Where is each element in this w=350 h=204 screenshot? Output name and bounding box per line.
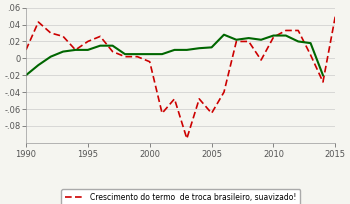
Crescimento do PIB brasileiro, média móvel	[98, 44, 102, 47]
Crescimento do PIB brasileiro, média móvel	[271, 34, 275, 37]
Crescimento do termo  de troca brasileiro, suavizado!	[222, 91, 226, 93]
Crescimento do termo  de troca brasileiro, suavizado!	[210, 112, 214, 114]
Crescimento do PIB brasileiro, média móvel	[284, 34, 288, 37]
Crescimento do PIB brasileiro, média móvel	[308, 42, 313, 44]
Crescimento do PIB brasileiro, média móvel	[321, 74, 325, 76]
Crescimento do termo  de troca brasileiro, suavizado!	[333, 15, 337, 17]
Crescimento do termo  de troca brasileiro, suavizado!	[98, 35, 102, 38]
Crescimento do PIB brasileiro, média móvel	[148, 53, 152, 55]
Crescimento do PIB brasileiro, média móvel	[259, 39, 263, 41]
Crescimento do termo  de troca brasileiro, suavizado!	[24, 49, 28, 51]
Crescimento do termo  de troca brasileiro, suavizado!	[111, 50, 115, 53]
Crescimento do PIB brasileiro, média móvel	[234, 39, 238, 41]
Crescimento do PIB brasileiro, média móvel	[135, 53, 139, 55]
Crescimento do termo  de troca brasileiro, suavizado!	[197, 98, 201, 100]
Crescimento do termo  de troca brasileiro, suavizado!	[135, 55, 139, 58]
Crescimento do termo  de troca brasileiro, suavizado!	[308, 54, 313, 56]
Crescimento do PIB brasileiro, média móvel	[210, 46, 214, 49]
Crescimento do termo  de troca brasileiro, suavizado!	[296, 29, 300, 32]
Crescimento do termo  de troca brasileiro, suavizado!	[160, 112, 164, 114]
Crescimento do PIB brasileiro, média móvel	[86, 49, 90, 51]
Crescimento do termo  de troca brasileiro, suavizado!	[321, 81, 325, 83]
Crescimento do PIB brasileiro, média móvel	[36, 64, 41, 66]
Crescimento do PIB brasileiro, média móvel	[296, 40, 300, 43]
Crescimento do termo  de troca brasileiro, suavizado!	[61, 35, 65, 38]
Crescimento do PIB brasileiro, média móvel	[61, 50, 65, 53]
Crescimento do PIB brasileiro, média móvel	[247, 37, 251, 39]
Crescimento do termo  de troca brasileiro, suavizado!	[148, 61, 152, 63]
Crescimento do termo  de troca brasileiro, suavizado!	[36, 21, 41, 23]
Crescimento do termo  de troca brasileiro, suavizado!	[74, 49, 78, 51]
Crescimento do termo  de troca brasileiro, suavizado!	[271, 36, 275, 38]
Legend: Crescimento do termo  de troca brasileiro, suavizado!, Crescimento do PIB brasil: Crescimento do termo de troca brasileiro…	[61, 190, 300, 204]
Line: Crescimento do termo  de troca brasileiro, suavizado!: Crescimento do termo de troca brasileiro…	[26, 16, 335, 139]
Crescimento do termo  de troca brasileiro, suavizado!	[284, 29, 288, 32]
Crescimento do PIB brasileiro, média móvel	[197, 47, 201, 49]
Crescimento do termo  de troca brasileiro, suavizado!	[49, 32, 53, 34]
Crescimento do PIB brasileiro, média móvel	[172, 49, 176, 51]
Crescimento do termo  de troca brasileiro, suavizado!	[247, 40, 251, 43]
Crescimento do termo  de troca brasileiro, suavizado!	[86, 40, 90, 43]
Crescimento do termo  de troca brasileiro, suavizado!	[234, 40, 238, 43]
Crescimento do termo  de troca brasileiro, suavizado!	[185, 137, 189, 140]
Line: Crescimento do PIB brasileiro, média móvel: Crescimento do PIB brasileiro, média móv…	[26, 35, 323, 75]
Crescimento do PIB brasileiro, média móvel	[123, 53, 127, 55]
Crescimento do PIB brasileiro, média móvel	[160, 53, 164, 55]
Crescimento do PIB brasileiro, média móvel	[111, 44, 115, 47]
Crescimento do PIB brasileiro, média móvel	[185, 49, 189, 51]
Crescimento do PIB brasileiro, média móvel	[222, 33, 226, 36]
Crescimento do PIB brasileiro, média móvel	[49, 55, 53, 58]
Crescimento do PIB brasileiro, média móvel	[24, 74, 28, 76]
Crescimento do termo  de troca brasileiro, suavizado!	[172, 98, 176, 100]
Crescimento do termo  de troca brasileiro, suavizado!	[259, 59, 263, 61]
Crescimento do PIB brasileiro, média móvel	[74, 49, 78, 51]
Crescimento do termo  de troca brasileiro, suavizado!	[123, 55, 127, 58]
